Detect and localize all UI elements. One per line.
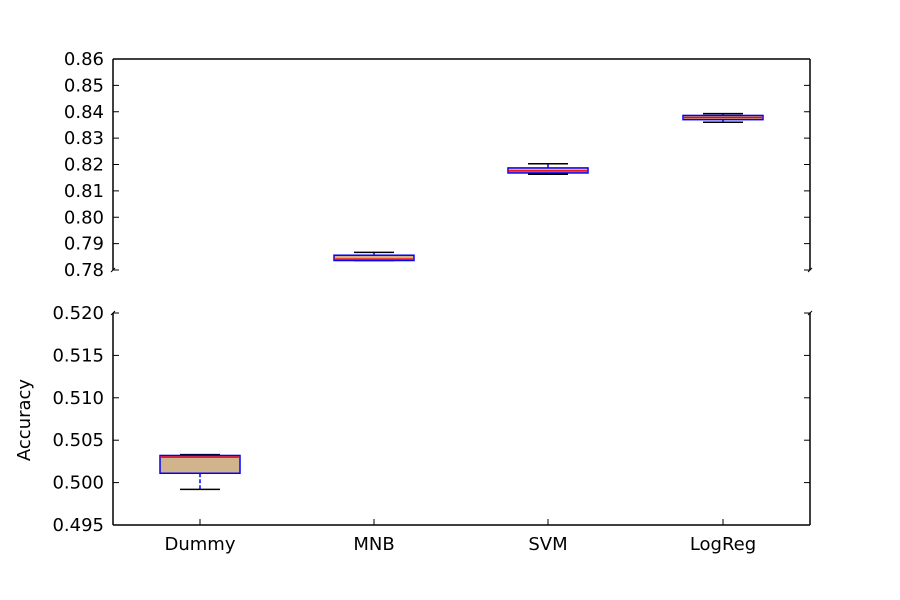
x-tick-label-svm: SVM <box>528 534 567 555</box>
lower-panel-ytick-label: 0.505 <box>52 430 104 451</box>
x-tick-label-logreg: LogReg <box>690 534 756 555</box>
upper-panel-ytick-label: 0.81 <box>64 181 104 202</box>
lower-panel-ytick-label: 0.520 <box>52 303 104 324</box>
lower-panel-ytick-label: 0.515 <box>52 345 104 366</box>
x-axis-tick-labels: Dummy MNB SVM LogReg <box>165 519 756 555</box>
upper-panel-ytick-label: 0.80 <box>64 207 104 228</box>
lower-panel-ytick-label: 0.495 <box>52 515 104 536</box>
upper-panel-ytick-label: 0.79 <box>64 234 104 255</box>
box-mnb <box>333 251 415 262</box>
x-tick-label-dummy: Dummy <box>165 534 236 555</box>
x-tick-label-mnb: MNB <box>353 534 394 555</box>
upper-panel: 0.78 0.79 0.80 0.81 0.82 0.83 0.84 0.85 0.86 <box>64 49 813 281</box>
box-svm <box>507 162 589 176</box>
y-axis-label: Accuracy <box>14 379 35 462</box>
box-logreg <box>682 112 764 124</box>
upper-panel-ytick-label: 0.82 <box>64 155 104 176</box>
axis-break-mark <box>110 267 116 273</box>
upper-panel-ytick-label: 0.86 <box>64 49 104 70</box>
upper-panel-ytick-label: 0.85 <box>64 75 104 96</box>
axis-break-mark <box>110 310 116 316</box>
axis-break-mark <box>807 310 813 316</box>
box-dummy-iqr <box>159 454 241 475</box>
upper-panel-ytick-label: 0.84 <box>64 102 104 123</box>
lower-panel: 0.495 0.500 0.505 0.510 0.515 0.520 <box>52 303 813 536</box>
lower-panel-ytick-label: 0.510 <box>52 388 104 409</box>
box-mnb-iqr <box>333 254 415 262</box>
upper-panel-ytick-label: 0.78 <box>64 260 104 281</box>
upper-panel-ytick-label: 0.83 <box>64 128 104 149</box>
boxes-layer <box>159 112 764 491</box>
axis-break-mark <box>807 267 813 273</box>
box-dummy <box>159 453 241 491</box>
lower-panel-ytick-label: 0.500 <box>52 473 104 494</box>
